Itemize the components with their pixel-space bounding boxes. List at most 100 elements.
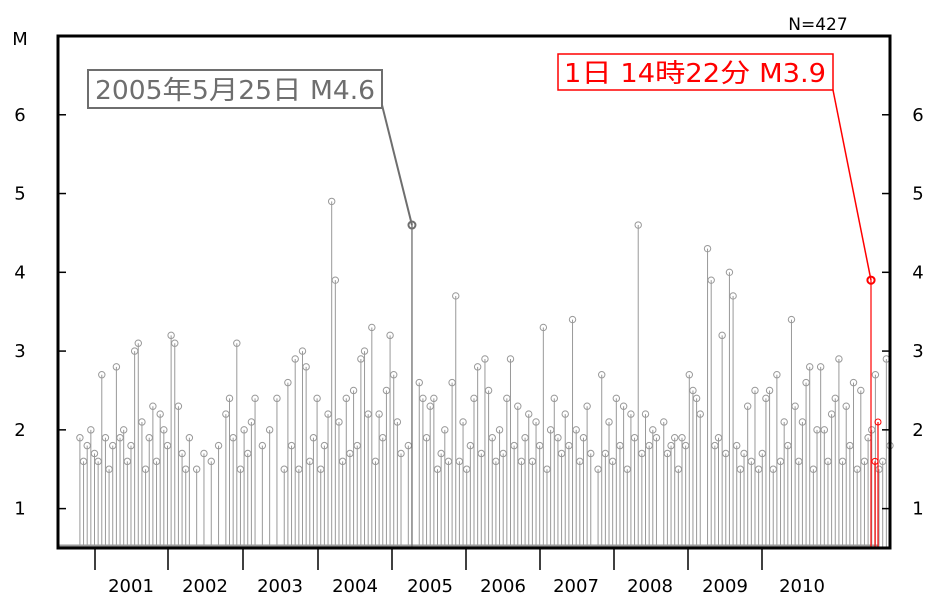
- recent-point: [874, 418, 882, 426]
- stem-point: [112, 363, 121, 371]
- stem-point: [765, 386, 774, 395]
- stem-point: [156, 410, 164, 418]
- stem-point: [390, 371, 398, 379]
- stem-point: [842, 402, 850, 410]
- stem-point: [780, 418, 788, 426]
- stem-point: [649, 426, 657, 434]
- stem-point: [857, 386, 865, 395]
- y-tick-label-right: 5: [912, 184, 923, 205]
- stem-point: [207, 457, 215, 466]
- stem-point: [692, 394, 701, 403]
- stem-point: [532, 418, 540, 426]
- stem-point: [368, 323, 376, 332]
- stem-point: [703, 244, 712, 253]
- event-count-label: N=427: [788, 15, 847, 35]
- stem-point: [90, 449, 99, 458]
- year-label: 2003: [257, 576, 303, 597]
- y-tick-label-right: 2: [912, 420, 923, 441]
- stem-point: [214, 441, 223, 450]
- stem-point: [452, 292, 460, 300]
- stem-point: [820, 426, 829, 434]
- stem-point: [160, 426, 168, 434]
- stem-point: [119, 426, 128, 434]
- stem-point: [265, 426, 274, 434]
- stem-point: [787, 315, 796, 324]
- stem-point: [514, 402, 522, 410]
- stem-point: [167, 331, 175, 340]
- stem-point: [835, 355, 843, 363]
- stem-point: [598, 371, 606, 379]
- stem-point: [200, 449, 208, 458]
- year-label: 2001: [108, 576, 154, 597]
- stem-point: [816, 363, 825, 371]
- stem-point: [561, 410, 569, 418]
- stem-point: [473, 363, 482, 371]
- stem-point: [76, 434, 84, 442]
- stem-point: [273, 394, 281, 403]
- stem-point: [225, 394, 234, 403]
- y-tick-label-left: 5: [14, 184, 25, 205]
- stem-point: [554, 434, 562, 442]
- stem-point: [258, 441, 267, 450]
- stem-point: [185, 434, 194, 442]
- stem-point: [725, 268, 734, 277]
- stem-point: [393, 418, 402, 426]
- stem-point: [360, 347, 369, 355]
- annotation-leader: [381, 104, 413, 226]
- stem-point: [240, 426, 248, 434]
- stem-point: [652, 434, 661, 442]
- stem-point: [689, 386, 697, 395]
- stem-point: [459, 418, 467, 426]
- stem-point: [627, 410, 635, 418]
- stem-point: [284, 378, 292, 387]
- stem-point: [612, 394, 621, 403]
- stem-point: [397, 449, 405, 458]
- stem-point: [751, 386, 759, 395]
- annotation-label-recent: 1日 14時22分 M3.9: [564, 59, 826, 89]
- stem-point: [619, 402, 628, 410]
- y-tick-label-right: 3: [912, 341, 923, 362]
- stem-point: [415, 378, 423, 387]
- annotation-leader-recent: [832, 89, 872, 281]
- stem-point: [707, 276, 715, 284]
- stem-point: [587, 449, 595, 458]
- y-tick-label-left: 1: [14, 499, 25, 520]
- stem-point: [696, 410, 704, 418]
- stem-point: [484, 386, 493, 395]
- stem-point: [773, 371, 781, 379]
- stem-point: [349, 386, 358, 395]
- stem-point: [174, 402, 183, 410]
- stem-series: [58, 197, 894, 548]
- stem-point: [327, 197, 336, 206]
- stem-point: [605, 418, 613, 426]
- year-label: 2007: [553, 576, 599, 597]
- stem-point: [291, 355, 299, 363]
- stem-point: [488, 434, 496, 442]
- y-tick-label-left: 2: [14, 420, 25, 441]
- stem-point: [718, 331, 726, 340]
- stem-point: [375, 410, 383, 418]
- stem-point: [660, 418, 668, 426]
- y-tick-label-right: 1: [912, 499, 923, 520]
- stem-point: [302, 363, 310, 371]
- axes: 1 1 2 2 3 3 4 4 5 5 6 6 2001 2002 2003 2004 2005 2006 2007…: [14, 34, 924, 597]
- stem-point: [331, 276, 340, 284]
- stem-point: [671, 434, 679, 442]
- year-label: 2004: [332, 576, 378, 597]
- stem-point: [419, 394, 427, 403]
- stem-point: [495, 426, 504, 434]
- annotation-box: [87, 69, 383, 109]
- stem-point: [572, 426, 580, 434]
- stem-point: [634, 221, 642, 229]
- stem-point: [506, 355, 515, 363]
- stem-point: [98, 371, 106, 379]
- y-tick-label-left: 6: [14, 105, 25, 126]
- stem-point: [678, 434, 686, 442]
- stem-point: [481, 355, 489, 363]
- annotation-box-recent: [557, 53, 834, 91]
- stem-point: [171, 339, 179, 347]
- stem-point: [641, 410, 650, 418]
- stem-point: [251, 394, 259, 403]
- stem-point: [386, 331, 394, 340]
- stem-point: [791, 402, 799, 410]
